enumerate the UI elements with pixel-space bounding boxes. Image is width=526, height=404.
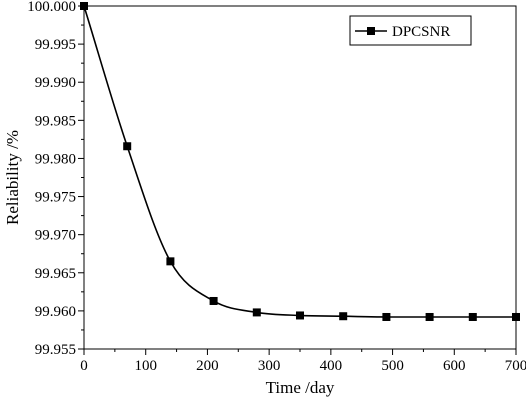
data-point-marker <box>512 312 520 321</box>
y-axis: 99.955 99.960 99.965 99.970 99.975 99.980 99.9… <box>27 0 84 358</box>
data-point-marker <box>339 312 348 321</box>
y-tick-label: 100.000 <box>27 0 76 15</box>
y-tick-label: 99.975 <box>35 190 76 206</box>
y-tick-label: 99.990 <box>35 75 76 91</box>
data-point-marker <box>382 312 391 321</box>
y-tick-label: 99.955 <box>35 342 76 358</box>
data-point-marker <box>425 312 434 321</box>
x-tick-label: 100 <box>134 358 157 374</box>
series-line <box>83 5 516 318</box>
y-tick-label: 99.965 <box>35 266 76 282</box>
data-point-marker <box>123 142 132 151</box>
legend-marker-square <box>367 27 375 35</box>
x-tick-label: 300 <box>258 358 281 374</box>
data-point-marker <box>209 296 218 305</box>
x-tick-label: 0 <box>80 358 88 374</box>
x-tick-label: 400 <box>320 358 343 374</box>
y-tick-label: 99.980 <box>35 151 76 167</box>
x-tick-label: 500 <box>381 358 404 374</box>
x-axis: 0 100 200 300 400 500 600 700 <box>80 349 526 374</box>
y-tick-label: 99.970 <box>35 228 76 244</box>
x-tick-label: 600 <box>443 358 466 374</box>
y-tick-label: 99.995 <box>35 37 76 53</box>
data-point-marker <box>296 311 304 320</box>
data-point-marker <box>252 308 261 317</box>
data-point-marker <box>166 257 175 266</box>
legend: DPCSNR <box>349 15 472 46</box>
x-tick-label: 700 <box>505 358 526 374</box>
y-axis-title: Reliability /% <box>3 130 22 225</box>
series-layer <box>80 2 520 321</box>
plot-area-border <box>83 5 517 350</box>
plot-frame <box>83 5 517 350</box>
data-point-marker <box>80 2 88 10</box>
x-axis-title: Time /day <box>266 378 335 397</box>
data-point-marker <box>468 312 477 321</box>
legend-label: DPCSNR <box>392 24 450 40</box>
y-tick-label: 99.985 <box>35 113 76 129</box>
x-tick-label: 200 <box>196 358 219 374</box>
y-tick-label: 99.960 <box>35 304 76 320</box>
